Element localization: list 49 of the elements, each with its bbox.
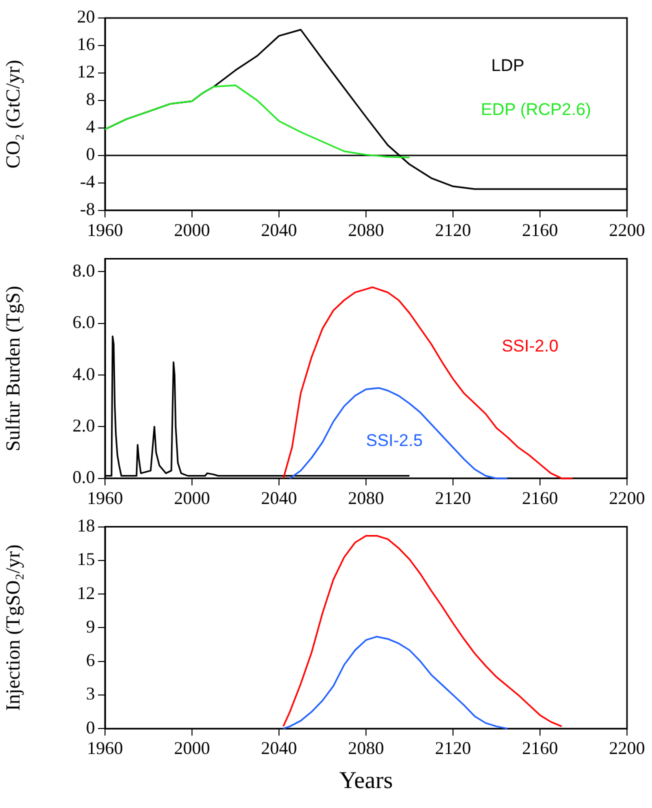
y-axis-title: Sulfur Burden (TgS) (2, 286, 24, 452)
y-tick-label: 2.0 (72, 415, 95, 436)
x-tick-label: 2080 (348, 738, 384, 758)
y-tick-label: 6 (86, 650, 95, 670)
y-tick-label: 3 (86, 684, 95, 704)
x-tick-label: 2200 (609, 220, 645, 240)
x-tick-label: 1960 (87, 488, 123, 508)
y-tick-label: 4 (86, 116, 95, 137)
x-tick-label: 2200 (609, 488, 645, 508)
y-tick-label: 8 (86, 89, 95, 110)
x-tick-label: 2000 (174, 488, 210, 508)
x-tick-label: 2040 (261, 488, 297, 508)
y-tick-label: 9 (86, 616, 95, 636)
x-tick-label: 2160 (522, 738, 558, 758)
y-tick-label: 0 (86, 717, 95, 738)
text: EDP (RCP2.6) (480, 100, 592, 120)
x-tick-label: 2000 (174, 738, 210, 758)
x-tick-label: 2080 (348, 488, 384, 508)
y-tick-label: 0 (86, 144, 95, 164)
x-tick-label: 2000 (174, 220, 210, 240)
y-tick-label: 0.0 (72, 467, 95, 488)
y-tick-label: 18 (77, 516, 95, 536)
y-tick-label: 12 (77, 582, 95, 603)
y-tick-label: -8 (80, 199, 95, 220)
y-tick-label: 16 (77, 34, 95, 54)
y-tick-label: 6.0 (72, 312, 95, 332)
x-tick-label: 2040 (261, 220, 297, 240)
y-tick-label: 15 (77, 549, 95, 570)
x-tick-label: 1960 (87, 220, 123, 240)
text: LDP (491, 56, 524, 75)
x-tick-label: 2160 (522, 220, 558, 240)
y-tick-label: 4.0 (72, 364, 95, 384)
y-tick-label: 8.0 (72, 260, 95, 280)
y-tick-label: -4 (80, 172, 95, 192)
y-axis-title: CO₂ (GtC/yr) (2, 60, 24, 169)
x-tick-label: 2200 (609, 738, 645, 758)
text: SSI-2.0 (502, 336, 558, 356)
x-axis-title: Years (339, 768, 393, 794)
x-tick-label: 2120 (435, 220, 471, 240)
x-tick-label: 2080 (348, 220, 384, 240)
y-tick-label: 12 (77, 62, 95, 82)
y-axis-title: Injection (TgSO₂/yr) (2, 544, 24, 711)
x-tick-label: 2120 (435, 738, 471, 758)
x-tick-label: 2040 (261, 738, 297, 758)
series-label: SSI-2.5 (366, 430, 423, 450)
x-tick-label: 2160 (522, 488, 558, 508)
x-tick-label: 1960 (87, 738, 123, 758)
x-tick-label: 2120 (435, 488, 471, 508)
y-tick-label: 20 (77, 6, 95, 27)
